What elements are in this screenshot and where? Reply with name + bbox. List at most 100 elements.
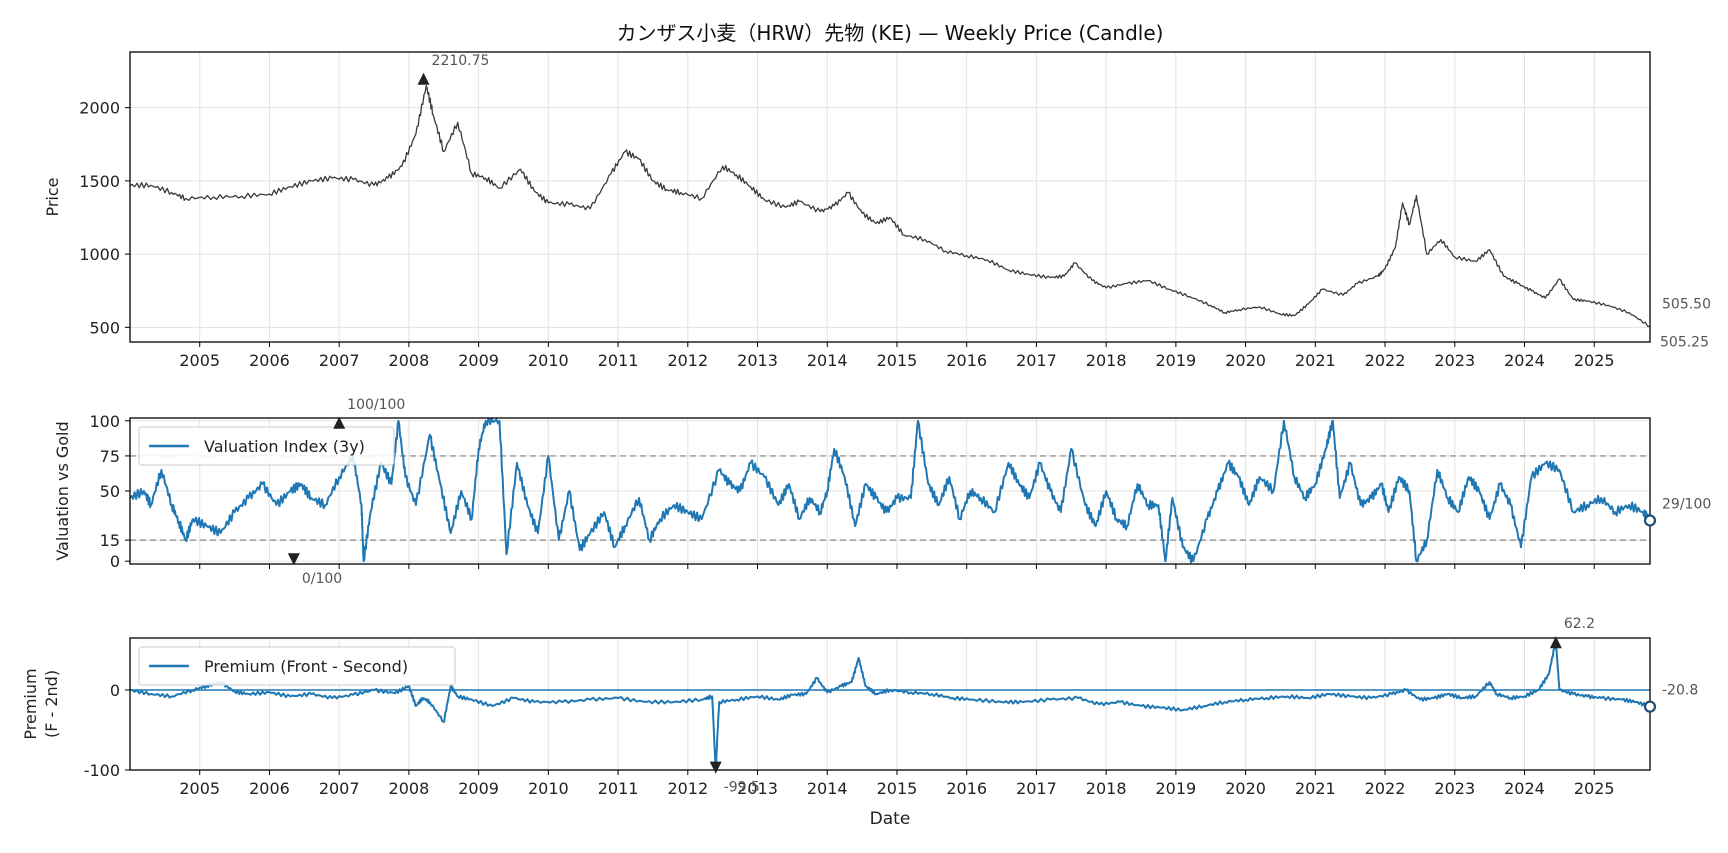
premium-panel: -1000 2005 2006 2007 2008 2009 2010 2011 2012 20… <box>21 616 1698 829</box>
x-axis-label: Date <box>870 809 911 829</box>
valuation-legend: Valuation Index (3y) <box>138 426 395 466</box>
premium-x-ticks: 2005 2006 2007 2008 2009 2010 2011 2012 2013 2014… <box>179 770 1615 798</box>
valuation-y-tick-100: 100 <box>89 412 120 431</box>
premium-x-tick-2020: 2020 <box>1225 779 1266 798</box>
price-x-tick-2008: 2008 <box>389 351 430 370</box>
valuation-annotations: 100/100 0/100 29/100 <box>287 397 1711 587</box>
premium-annotation-0-marker <box>1549 636 1562 649</box>
valuation-y-tick-50: 50 <box>100 482 120 501</box>
price-x-tick-2009: 2009 <box>458 351 499 370</box>
valuation-y-tick-15: 15 <box>100 531 120 550</box>
valuation-panel: 0 15 50 75 100 Valuation vs Gold Valuation I… <box>53 397 1711 587</box>
price-series-line-0 <box>130 85 1650 328</box>
premium-x-tick-2025: 2025 <box>1574 779 1615 798</box>
price-y-tick-500: 500 <box>89 318 120 337</box>
price-x-tick-2015: 2015 <box>877 351 918 370</box>
valuation-y-label: Valuation vs Gold <box>53 421 72 560</box>
premium-y-label-line-2: (F - 2nd) <box>42 670 61 738</box>
premium-x-tick-2010: 2010 <box>528 779 569 798</box>
price-x-tick-2010: 2010 <box>528 351 569 370</box>
price-y-tick-1500: 1500 <box>79 172 120 191</box>
valuation-plot <box>130 418 1650 564</box>
price-x-tick-2024: 2024 <box>1504 351 1545 370</box>
premium-annotations: 62.2 -99.5 -20.8 <box>709 616 1698 796</box>
premium-x-tick-2024: 2024 <box>1504 779 1545 798</box>
price-annotation-0-label: 2210.75 <box>432 53 490 69</box>
price-x-tick-2013: 2013 <box>737 351 778 370</box>
premium-legend: Premium (Front - Second) <box>138 646 456 686</box>
premium-legend-box <box>138 646 456 686</box>
premium-series-line-0 <box>130 639 1650 770</box>
valuation-y-tick-0: 0 <box>110 552 120 571</box>
premium-x-tick-2015: 2015 <box>877 779 918 798</box>
price-x-tick-2021: 2021 <box>1295 351 1336 370</box>
valuation-annotation-1-marker <box>287 553 300 566</box>
valuation-annotation-2-marker <box>1643 514 1657 527</box>
price-x-tick-2025: 2025 <box>1574 351 1615 370</box>
premium-x-tick-2017: 2017 <box>1016 779 1057 798</box>
premium-x-tick-2007: 2007 <box>319 779 360 798</box>
price-x-tick-2007: 2007 <box>319 351 360 370</box>
premium-y-tick--100: -100 <box>84 761 120 780</box>
valuation-y-tick-75: 75 <box>100 447 120 466</box>
price-x-tick-2023: 2023 <box>1434 351 1475 370</box>
price-x-tick-2020: 2020 <box>1225 351 1266 370</box>
valuation-x-ticks <box>199 564 1595 569</box>
price-annotations: 2210.75 505.50 505.25 <box>417 53 1711 351</box>
price-x-tick-2018: 2018 <box>1086 351 1127 370</box>
price-frame <box>129 51 1651 343</box>
price-annotation-2-label: 505.25 <box>1660 335 1709 351</box>
price-x-tick-2017: 2017 <box>1016 351 1057 370</box>
price-x-tick-2014: 2014 <box>807 351 848 370</box>
price-y-tick-1000: 1000 <box>79 245 120 264</box>
premium-x-tick-2022: 2022 <box>1365 779 1406 798</box>
premium-x-tick-2021: 2021 <box>1295 779 1336 798</box>
price-grid <box>130 52 1650 342</box>
premium-x-tick-2016: 2016 <box>946 779 987 798</box>
premium-y-tick-0: 0 <box>110 681 120 700</box>
price-x-tick-2011: 2011 <box>598 351 639 370</box>
price-x-tick-2006: 2006 <box>249 351 290 370</box>
premium-y-label-line-1: Premium <box>21 668 40 739</box>
premium-annotation-0-label: 62.2 <box>1564 616 1595 632</box>
premium-annotation-2-label: -20.8 <box>1662 683 1698 699</box>
price-x-ticks: 2005 2006 2007 2008 2009 2010 2011 2012 2013 2014… <box>179 342 1615 370</box>
price-x-tick-2016: 2016 <box>946 351 987 370</box>
premium-plot <box>130 639 1650 770</box>
valuation-annotation-0-label: 100/100 <box>347 397 405 413</box>
premium-x-tick-2013: 2013 <box>737 779 778 798</box>
premium-x-tick-2014: 2014 <box>807 779 848 798</box>
valuation-legend-box <box>138 426 395 466</box>
premium-x-tick-2012: 2012 <box>667 779 708 798</box>
premium-x-tick-2005: 2005 <box>179 779 220 798</box>
price-x-tick-2019: 2019 <box>1156 351 1197 370</box>
valuation-annotation-0-marker <box>333 416 346 429</box>
valuation-annotation-1-label: 0/100 <box>302 571 342 587</box>
premium-annotation-1-marker <box>709 761 722 774</box>
valuation-series-line-0 <box>130 418 1650 564</box>
valuation-annotation-2-label: 29/100 <box>1662 496 1711 512</box>
valuation-legend-label: Valuation Index (3y) <box>204 437 365 456</box>
premium-annotation-2-marker <box>1643 700 1657 713</box>
premium-x-tick-2023: 2023 <box>1434 779 1475 798</box>
price-x-tick-2022: 2022 <box>1365 351 1406 370</box>
price-x-tick-2012: 2012 <box>667 351 708 370</box>
price-y-tick-2000: 2000 <box>79 99 120 118</box>
valuation-y-ticks: 0 15 50 75 100 <box>89 412 130 571</box>
price-plot <box>130 85 1650 328</box>
premium-y-ticks: -100 0 <box>84 681 130 780</box>
valuation-reference-lines <box>130 455 1650 541</box>
price-y-label: Price <box>43 177 62 216</box>
premium-annotation-1-label: -99.5 <box>724 780 760 796</box>
price-panel: 500 1000 1500 2000 2005 2006 2007 2008 2009 2010… <box>43 51 1711 370</box>
premium-x-tick-2009: 2009 <box>458 779 499 798</box>
price-annotation-0-marker <box>417 72 430 85</box>
premium-legend-label: Premium (Front - Second) <box>204 657 408 676</box>
premium-x-tick-2006: 2006 <box>249 779 290 798</box>
premium-x-tick-2008: 2008 <box>389 779 430 798</box>
price-y-ticks: 500 1000 1500 2000 <box>79 99 130 337</box>
premium-x-tick-2018: 2018 <box>1086 779 1127 798</box>
chart-title: カンザス小麦（HRW）先物 (KE) — Weekly Price (Candl… <box>617 21 1164 45</box>
